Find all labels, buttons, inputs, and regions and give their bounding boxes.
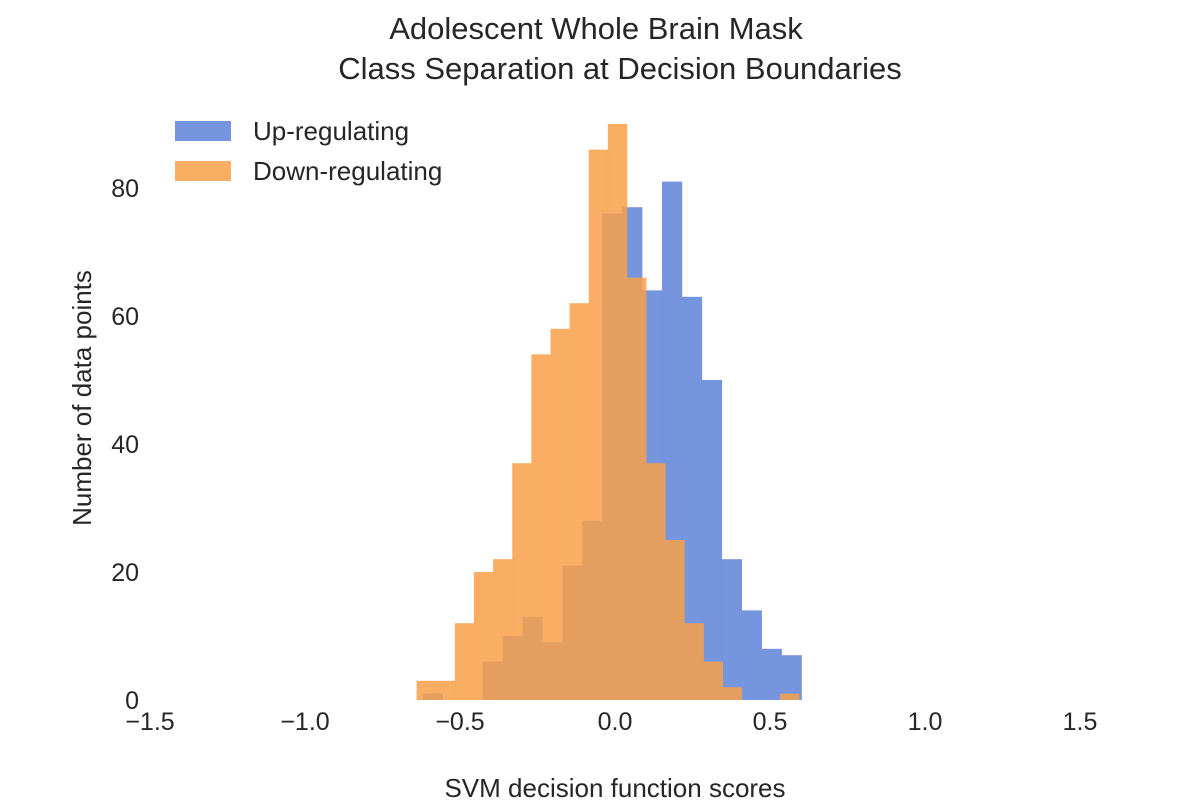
histogram-bar bbox=[531, 354, 551, 700]
histogram-bar bbox=[722, 687, 743, 700]
y-tick-label: 40 bbox=[111, 431, 139, 459]
series-1-bars bbox=[416, 124, 800, 701]
histogram-bar bbox=[761, 648, 782, 700]
x-tick-label: 0.0 bbox=[598, 708, 633, 736]
chart-title: Adolescent Whole Brain Mask bbox=[389, 11, 803, 46]
x-tick-label: 1.5 bbox=[1063, 708, 1098, 736]
histogram-bar bbox=[454, 623, 475, 700]
histogram-bar bbox=[512, 463, 532, 700]
legend-label-up: Up-regulating bbox=[253, 116, 409, 146]
histogram-bar bbox=[681, 296, 703, 700]
y-tick-label: 0 bbox=[125, 687, 139, 715]
histogram-bar bbox=[721, 559, 743, 700]
y-tick-label: 20 bbox=[111, 559, 139, 587]
histogram-bar bbox=[780, 693, 800, 700]
x-tick-label: 0.5 bbox=[753, 708, 788, 736]
y-axis-label: Number of data points bbox=[67, 270, 97, 526]
legend-swatch-up bbox=[175, 121, 231, 141]
histogram-bar bbox=[701, 380, 723, 700]
histogram-bar bbox=[569, 303, 590, 700]
histogram-bar bbox=[607, 124, 628, 700]
legend-label-down: Down-regulating bbox=[253, 156, 442, 186]
y-tick-label: 80 bbox=[111, 175, 139, 203]
x-tick-label: −1.0 bbox=[280, 708, 329, 736]
x-axis-label: SVM decision function scores bbox=[444, 773, 785, 800]
x-tick-label: −0.5 bbox=[435, 708, 484, 736]
histogram-bar bbox=[665, 540, 685, 700]
histogram-bar bbox=[626, 277, 647, 700]
histogram-bar bbox=[684, 623, 704, 700]
histogram-bar bbox=[741, 610, 762, 700]
histogram-bar bbox=[781, 655, 802, 700]
chart-subtitle: Class Separation at Decision Boundaries bbox=[338, 51, 901, 86]
x-tick-label: 1.0 bbox=[908, 708, 943, 736]
histogram-bar bbox=[550, 328, 570, 700]
histogram-bar bbox=[703, 661, 723, 700]
histogram-bar bbox=[493, 559, 513, 700]
histogram-bar bbox=[646, 463, 666, 700]
legend-swatch-down bbox=[175, 161, 231, 181]
x-tick-label: −1.5 bbox=[125, 708, 174, 736]
histogram-bar bbox=[416, 680, 437, 700]
histogram-bar bbox=[435, 680, 456, 700]
bars-group bbox=[416, 124, 802, 701]
y-tick-label: 60 bbox=[111, 303, 139, 331]
histogram-bar bbox=[588, 149, 609, 701]
legend: Up-regulating Down-regulating bbox=[175, 116, 442, 186]
x-tick-labels: −1.5 −1.0 −0.5 0.0 0.5 1.0 1.5 bbox=[125, 708, 1097, 736]
histogram-bar bbox=[473, 572, 494, 700]
y-tick-labels: 0 20 40 60 80 bbox=[111, 175, 139, 715]
